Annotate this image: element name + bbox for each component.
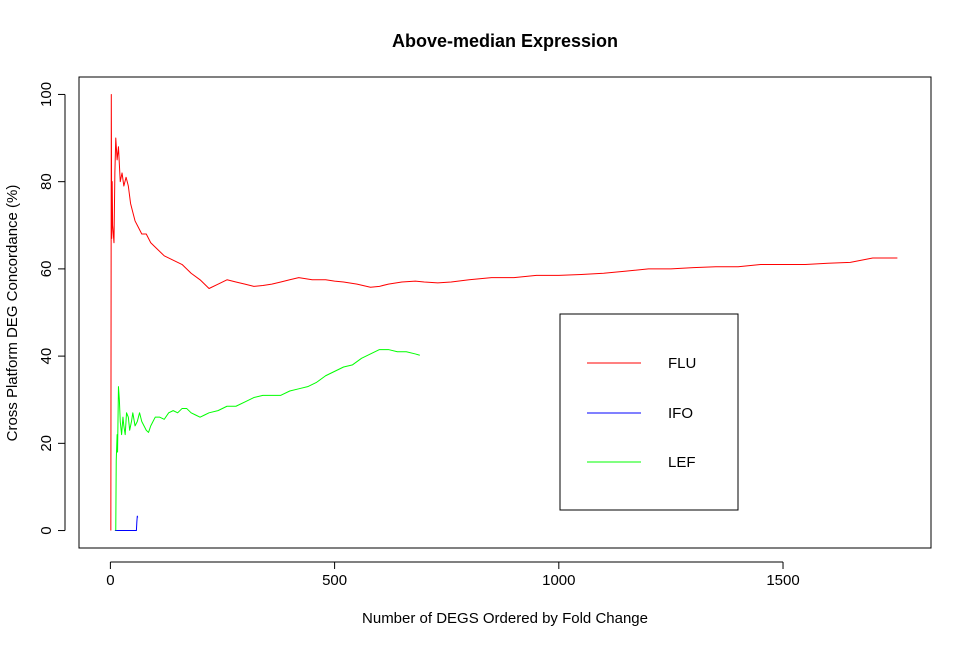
x-tick-label: 500 [322,572,347,589]
x-tick-label: 1000 [542,572,575,589]
legend-box [559,313,739,511]
series-line-lef [115,349,420,531]
x-tick-label: 1500 [766,572,799,589]
y-tick-label: 80 [38,173,55,190]
chart-title: Above-median Expression [392,31,618,51]
y-tick-label: 0 [38,526,55,534]
legend-label-flu: FLU [668,355,696,372]
y-axis: 0 20 40 60 80 100 [38,82,66,535]
plot-frame [78,76,932,549]
legend: FLU IFO LEF [587,355,696,471]
legend-label-ifo: IFO [668,405,693,422]
x-axis: 0 500 1000 1500 [106,561,800,589]
y-tick-label: 40 [38,348,55,365]
y-tick-label: 60 [38,261,55,278]
series-line-ifo [114,515,139,532]
y-axis-label: Cross Platform DEG Concordance (%) [4,185,21,442]
y-tick-label: 100 [38,82,55,107]
legend-label-lef: LEF [668,454,696,471]
series-line-flu [110,93,898,531]
x-tick-label: 0 [106,572,114,589]
series-layer [110,93,898,532]
y-tick-label: 20 [38,435,55,452]
x-axis-label: Number of DEGS Ordered by Fold Change [362,610,648,627]
